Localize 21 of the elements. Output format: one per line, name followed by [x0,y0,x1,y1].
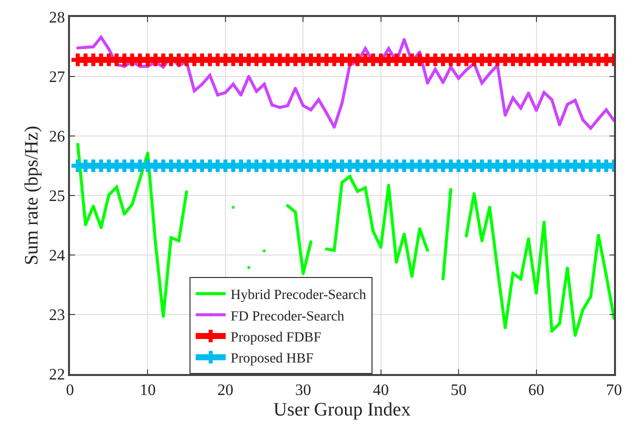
y-tick-label: 27 [49,69,66,86]
x-tick-label: 40 [372,382,389,399]
x-tick-label: 70 [606,382,622,399]
x-tick-label: 0 [66,382,74,399]
x-tick-label: 10 [140,382,156,399]
y-tick-label: 23 [49,307,66,324]
x-axis-title: User Group Index [273,399,412,420]
y-axis-title: Sum rate (bps/Hz) [21,126,42,266]
legend-label: Proposed FDBF [230,330,322,346]
x-tick-label: 20 [217,382,234,399]
y-tick-label: 26 [49,128,66,146]
legend-label: Hybrid Precoder-Search [230,288,366,304]
x-tick-label: 30 [295,382,312,399]
y-tick-label: 25 [49,188,66,206]
legend-label: FD Precoder-Search [230,309,344,324]
x-tick-label: 50 [450,382,467,399]
legend-label: Proposed HBF [230,352,314,367]
y-tick-label: 22 [49,366,66,384]
y-tick-label: 24 [49,248,66,265]
y-tick-label: 28 [49,10,66,27]
x-tick-label: 60 [528,382,544,399]
